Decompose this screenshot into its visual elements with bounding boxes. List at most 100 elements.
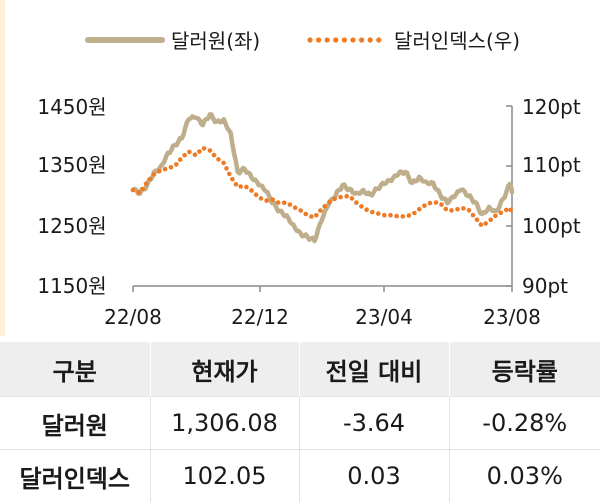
series-point-dxy	[338, 194, 343, 200]
series-point-dxy	[253, 192, 259, 197]
series-point-dxy	[292, 205, 298, 210]
series-point-dxy	[287, 202, 293, 207]
legend-swatch-dxy	[307, 37, 382, 43]
y-right-tick-100: 100pt	[522, 214, 581, 238]
series-point-dxy	[461, 206, 466, 211]
series-point-dxy	[354, 200, 359, 205]
left-accent-bar	[0, 0, 5, 336]
series-point-dxy	[314, 213, 319, 218]
series-point-dxy	[478, 222, 484, 227]
legend-dot	[350, 37, 356, 43]
legend-label-dxy: 달러인덱스(우)	[394, 29, 520, 53]
series-point-dxy	[483, 221, 489, 226]
series-point-dxy	[327, 199, 332, 205]
legend-dot	[367, 37, 373, 43]
series-point-dxy	[443, 206, 449, 212]
y-left-tick-1350: 1350원	[37, 153, 106, 177]
series-point-dxy	[216, 157, 221, 162]
series-point-dxy	[207, 148, 213, 153]
series-point-dxy	[427, 200, 433, 206]
series-point-dxy	[400, 214, 406, 219]
header-change: 전일 대비	[298, 342, 449, 397]
series-point-dxy	[508, 207, 513, 213]
series-point-dxy	[406, 213, 412, 218]
series-point-dxy	[493, 213, 498, 219]
y-left-tick-1250: 1250원	[37, 214, 106, 238]
series-point-dxy	[412, 210, 417, 216]
fx-line-chart: 달러원(좌) 달러인덱스(우) 1450원 1350원 1250원 1150원 …	[37, 29, 581, 329]
series-point-dxy	[233, 182, 239, 187]
series-point-dxy	[162, 166, 168, 172]
y-right-tick-110: 110pt	[522, 153, 581, 177]
series-point-dxy	[151, 172, 157, 177]
series-point-dxy	[130, 187, 136, 193]
series-point-dxy	[433, 200, 439, 205]
legend-label-usdkrw: 달러원(좌)	[171, 29, 260, 53]
series-point-dxy	[298, 208, 304, 213]
x-tick-label-22-12: 22/12	[231, 305, 289, 329]
row-change: -3.64	[298, 396, 449, 450]
series-point-dxy	[364, 207, 369, 212]
series-point-dxy	[382, 212, 387, 218]
series-point-dxy	[422, 203, 427, 208]
row-name: 달러인덱스	[0, 449, 150, 502]
series-point-dxy	[147, 176, 153, 182]
series-point-dxy	[264, 198, 269, 203]
table-header-row: 구분 현재가 전일 대비 등락률	[0, 342, 600, 397]
series-point-dxy	[258, 196, 264, 201]
legend-dot	[307, 37, 313, 43]
series-point-dxy	[238, 184, 243, 189]
series-point-dxy	[177, 157, 183, 162]
fx-summary-table: 구분 현재가 전일 대비 등락률 달러원 1,306.08 -3.64 -0.2…	[0, 342, 600, 502]
series-point-dxy	[322, 203, 328, 209]
series-point-dxy	[174, 162, 179, 167]
series-point-dxy	[488, 217, 494, 223]
series-point-dxy	[182, 152, 187, 158]
legend-dot	[359, 37, 365, 43]
legend-dot	[376, 37, 382, 43]
x-tick-marks	[132, 286, 513, 292]
series-point-dxy	[227, 171, 232, 177]
row-rate: -0.28%	[448, 396, 600, 450]
series-point-dxy	[230, 176, 235, 182]
row-name: 달러원	[0, 396, 150, 450]
series-point-dxy	[349, 196, 355, 201]
row-price: 102.05	[149, 449, 299, 502]
chart-legend: 달러원(좌) 달러인덱스(우)	[85, 29, 520, 53]
y-left-tick-1450: 1450원	[37, 95, 106, 119]
row-rate: 0.03%	[448, 449, 600, 502]
series-point-dxy	[136, 190, 141, 195]
series-point-dxy	[439, 202, 444, 207]
series-point-dxy	[192, 152, 198, 157]
series-point-dxy	[303, 211, 309, 217]
series-point-dxy	[455, 207, 460, 212]
legend-dot	[341, 37, 347, 43]
series-layer	[130, 112, 515, 244]
legend-dot	[324, 37, 330, 43]
header-category: 구분	[0, 342, 150, 397]
series-point-dxy	[504, 207, 509, 213]
series-point-dxy	[140, 186, 145, 192]
series-point-dxy	[309, 214, 314, 219]
series-point-dxy	[388, 212, 393, 218]
table-row: 달러원 1,306.08 -3.64 -0.28%	[0, 396, 600, 450]
right-tick-marks	[506, 105, 512, 287]
series-point-dxy	[281, 200, 287, 206]
series-point-dxy	[466, 208, 472, 213]
series-point-dxy	[197, 149, 202, 154]
table-row: 달러인덱스 102.05 0.03 0.03%	[0, 449, 600, 502]
y-right-tick-120: 120pt	[522, 95, 581, 119]
series-point-dxy	[224, 166, 229, 171]
series-point-dxy	[211, 152, 217, 158]
series-point-dxy	[376, 211, 381, 216]
legend-dot	[333, 37, 339, 43]
series-point-dxy	[417, 206, 422, 212]
x-tick-label-23-04: 23/04	[355, 305, 413, 329]
series-point-dxy	[359, 204, 364, 209]
series-point-dxy	[394, 213, 399, 219]
series-point-dxy	[187, 149, 192, 155]
series-point-dxy	[318, 208, 323, 213]
series-point-dxy	[474, 217, 480, 223]
series-point-dxy	[275, 200, 281, 205]
series-point-dxy	[470, 212, 476, 218]
